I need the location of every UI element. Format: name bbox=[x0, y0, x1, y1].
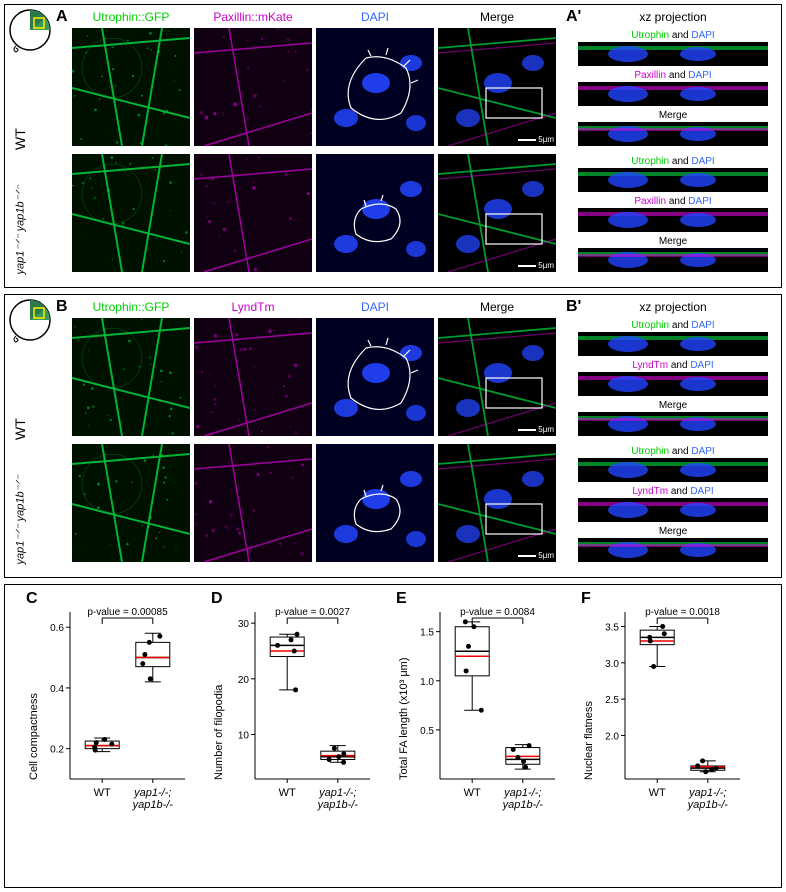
svg-text:30: 30 bbox=[238, 619, 250, 630]
proj-label: Paxillin and DAPI bbox=[578, 196, 768, 207]
micrograph bbox=[72, 444, 190, 562]
x-tick-wt: WT bbox=[77, 787, 127, 799]
proj-label: Utrophin and DAPI bbox=[578, 320, 768, 331]
xz-projection bbox=[578, 42, 768, 66]
micrograph bbox=[72, 28, 190, 146]
boxplot-C: 0.2 0.4 0.6 p-value = 0.00085 C Cell compactn… bbox=[20, 592, 195, 827]
micrograph: 5μm bbox=[438, 444, 556, 562]
micrograph bbox=[194, 318, 312, 436]
micrograph bbox=[316, 318, 434, 436]
proj-label: Paxillin and DAPI bbox=[578, 70, 768, 81]
svg-text:p-value = 0.0084: p-value = 0.0084 bbox=[460, 607, 535, 618]
x-tick-wt: WT bbox=[632, 787, 682, 799]
col-header: DAPI bbox=[316, 300, 434, 314]
row-label: yap1⁻ᐟ⁻ yap1b⁻ᐟ⁻ bbox=[14, 455, 27, 565]
svg-text:3.0: 3.0 bbox=[605, 659, 619, 670]
scale-bar: 5μm bbox=[518, 551, 554, 560]
panel-label-E: E bbox=[396, 590, 407, 608]
proj-label: LyndTm and DAPI bbox=[578, 360, 768, 371]
y-axis-label: Cell compactness bbox=[28, 693, 40, 780]
scale-bar: 5μm bbox=[518, 135, 554, 144]
svg-text:2.0: 2.0 bbox=[605, 731, 619, 742]
x-tick-wt: WT bbox=[447, 787, 497, 799]
proj-label: Merge bbox=[578, 236, 768, 247]
col-header: Merge bbox=[438, 10, 556, 24]
xz-header: xz projection bbox=[578, 10, 768, 24]
row-label: WT bbox=[12, 40, 28, 150]
proj-label: Merge bbox=[578, 110, 768, 121]
xz-projection bbox=[578, 372, 768, 396]
x-tick-mut: yap1-/-;yap1b-/- bbox=[306, 787, 370, 811]
col-header: DAPI bbox=[316, 10, 434, 24]
xz-projection bbox=[578, 122, 768, 146]
micrograph bbox=[72, 154, 190, 272]
panel-label-B: B bbox=[56, 298, 68, 316]
micrograph bbox=[316, 154, 434, 272]
micrograph bbox=[194, 154, 312, 272]
proj-label: Merge bbox=[578, 526, 768, 537]
xz-header: xz projection bbox=[578, 300, 768, 314]
x-tick-wt: WT bbox=[262, 787, 312, 799]
boxplot-E: 0.5 1.0 1.5 p-value = 0.0084 E Total FA lengt… bbox=[390, 592, 565, 827]
micrograph: 5μm bbox=[438, 28, 556, 146]
boxplot-F: 2.0 2.5 3.0 3.5 p-value = 0.0018 F Nuclear fla… bbox=[575, 592, 750, 827]
col-header: LyndTm bbox=[194, 300, 312, 314]
svg-text:2.5: 2.5 bbox=[605, 695, 619, 706]
x-tick-mut: yap1-/-;yap1b-/- bbox=[121, 787, 185, 811]
y-axis-label: Number of filopodia bbox=[213, 685, 225, 780]
xz-projection bbox=[578, 412, 768, 436]
svg-text:3.5: 3.5 bbox=[605, 623, 619, 634]
xz-projection bbox=[578, 168, 768, 192]
svg-text:0.6: 0.6 bbox=[50, 623, 64, 634]
scale-bar: 5μm bbox=[518, 261, 554, 270]
panel-label-A: A bbox=[56, 8, 68, 26]
micrograph: 5μm bbox=[438, 154, 556, 272]
micrograph bbox=[316, 28, 434, 146]
proj-label: Utrophin and DAPI bbox=[578, 156, 768, 167]
col-header: Merge bbox=[438, 300, 556, 314]
xz-projection bbox=[578, 332, 768, 356]
row-label: yap1⁻ᐟ⁻ yap1b⁻ᐟ⁻ bbox=[14, 165, 27, 275]
xz-projection bbox=[578, 538, 768, 562]
panel-label-D: D bbox=[211, 590, 223, 608]
svg-text:10: 10 bbox=[238, 730, 250, 741]
xz-projection bbox=[578, 82, 768, 106]
micrograph: 5μm bbox=[438, 318, 556, 436]
xz-projection bbox=[578, 248, 768, 272]
svg-text:20: 20 bbox=[238, 675, 250, 686]
proj-label: Utrophin and DAPI bbox=[578, 446, 768, 457]
col-header: Utrophin::GFP bbox=[72, 10, 190, 24]
y-axis-label: Total FA length (x10³ μm) bbox=[398, 658, 410, 781]
svg-text:1.0: 1.0 bbox=[420, 677, 434, 688]
col-header: Utrophin::GFP bbox=[72, 300, 190, 314]
panel-label-F: F bbox=[581, 590, 591, 608]
svg-text:0.5: 0.5 bbox=[420, 726, 434, 737]
scale-bar: 5μm bbox=[518, 425, 554, 434]
micrograph bbox=[194, 444, 312, 562]
row-label: WT bbox=[12, 330, 28, 440]
svg-text:p-value = 0.0027: p-value = 0.0027 bbox=[275, 607, 350, 618]
xz-projection bbox=[578, 498, 768, 522]
panel-label-C: C bbox=[26, 590, 38, 608]
svg-text:0.4: 0.4 bbox=[50, 684, 64, 695]
micrograph bbox=[316, 444, 434, 562]
micrograph bbox=[72, 318, 190, 436]
y-axis-label: Nuclear flatness bbox=[583, 701, 595, 780]
micrograph bbox=[194, 28, 312, 146]
svg-text:p-value = 0.0018: p-value = 0.0018 bbox=[645, 607, 720, 618]
x-tick-mut: yap1-/-;yap1b-/- bbox=[491, 787, 555, 811]
boxplot-D: 10 20 30 p-value = 0.0027 D Number of filopod… bbox=[205, 592, 380, 827]
proj-label: Merge bbox=[578, 400, 768, 411]
svg-text:p-value = 0.00085: p-value = 0.00085 bbox=[87, 607, 168, 618]
x-tick-mut: yap1-/-;yap1b-/- bbox=[676, 787, 740, 811]
xz-projection bbox=[578, 208, 768, 232]
svg-text:0.2: 0.2 bbox=[50, 745, 64, 756]
xz-projection bbox=[578, 458, 768, 482]
proj-label: LyndTm and DAPI bbox=[578, 486, 768, 497]
proj-label: Utrophin and DAPI bbox=[578, 30, 768, 41]
svg-text:1.5: 1.5 bbox=[420, 628, 434, 639]
col-header: Paxillin::mKate bbox=[194, 10, 312, 24]
